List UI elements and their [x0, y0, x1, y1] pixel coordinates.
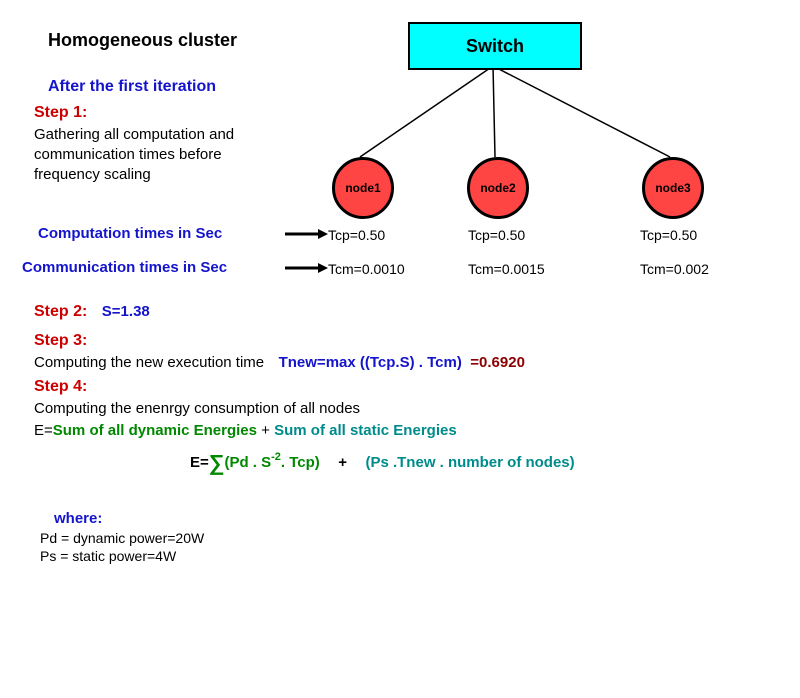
step4-term1b: . Tcp) — [281, 454, 320, 471]
step3-line1: Computing the new execution time — [34, 354, 264, 371]
step3-result: =0.6920 — [470, 354, 525, 371]
step4-eq-prefix: E= — [190, 454, 209, 471]
step2-label: Step 2: — [34, 303, 87, 320]
step1-label: Step 1: — [34, 104, 87, 122]
diagram-lines — [0, 0, 800, 698]
node-circle: node3 — [642, 157, 704, 219]
node-label: node1 — [345, 181, 380, 195]
node-circle: node2 — [467, 157, 529, 219]
edge-line — [493, 66, 495, 157]
tcp-value: Tcp=0.50 — [328, 227, 385, 243]
step4-stat: Sum of all static Energies — [274, 422, 457, 439]
step3-label: Step 3: — [34, 332, 87, 350]
step4-term1a: (Pd . S — [224, 454, 271, 471]
node-label: node2 — [480, 181, 515, 195]
tcm-value: Tcm=0.0010 — [328, 261, 405, 277]
tcm-value: Tcm=0.002 — [640, 261, 709, 277]
node-label: node3 — [655, 181, 690, 195]
step2-value: S=1.38 — [102, 303, 150, 320]
sigma-icon: ∑ — [209, 450, 225, 475]
where-label: where: — [54, 510, 102, 527]
switch-box: Switch — [408, 22, 582, 70]
computation-label: Computation times in Sec — [38, 225, 222, 242]
step4-energy-row: E=Sum of all dynamic Energies + Sum of a… — [34, 422, 457, 440]
step4-plus2: + — [338, 454, 347, 471]
step4-line1: Computing the enenrgy consumption of all… — [34, 400, 360, 417]
edge-line — [493, 66, 670, 157]
tcm-value: Tcm=0.0015 — [468, 261, 545, 277]
step1-line1: communication times before — [34, 146, 222, 163]
step1-line0: Gathering all computation and — [34, 126, 234, 143]
step4-exp: -2 — [271, 451, 281, 463]
where-pd: Pd = dynamic power=20W — [40, 530, 204, 546]
step4-term2: (Ps .Tnew . number of nodes) — [365, 454, 574, 471]
step1-line2: frequency scaling — [34, 166, 151, 183]
step3-formula: Tnew=max ((Tcp.S) . Tcm) — [279, 354, 462, 371]
step4-dyn: Sum of all dynamic Energies — [53, 422, 257, 439]
arrow-head-icon — [318, 263, 328, 273]
step3-row: Computing the new execution time Tnew=ma… — [34, 354, 525, 372]
tcp-value: Tcp=0.50 — [640, 227, 697, 243]
step2-row: Step 2: S=1.38 — [34, 303, 150, 321]
switch-label: Switch — [466, 36, 524, 57]
edge-line — [360, 66, 493, 157]
tcp-value: Tcp=0.50 — [468, 227, 525, 243]
step4-label: Step 4: — [34, 378, 87, 396]
step4-e-prefix: E= — [34, 422, 53, 439]
arrow-head-icon — [318, 229, 328, 239]
node-circle: node1 — [332, 157, 394, 219]
where-ps: Ps = static power=4W — [40, 548, 176, 564]
communication-label: Communication times in Sec — [22, 259, 227, 276]
step4-plus: + — [257, 422, 274, 439]
step4-formula-row: E=∑(Pd . S-2. Tcp) + (Ps .Tnew . number … — [190, 450, 575, 476]
